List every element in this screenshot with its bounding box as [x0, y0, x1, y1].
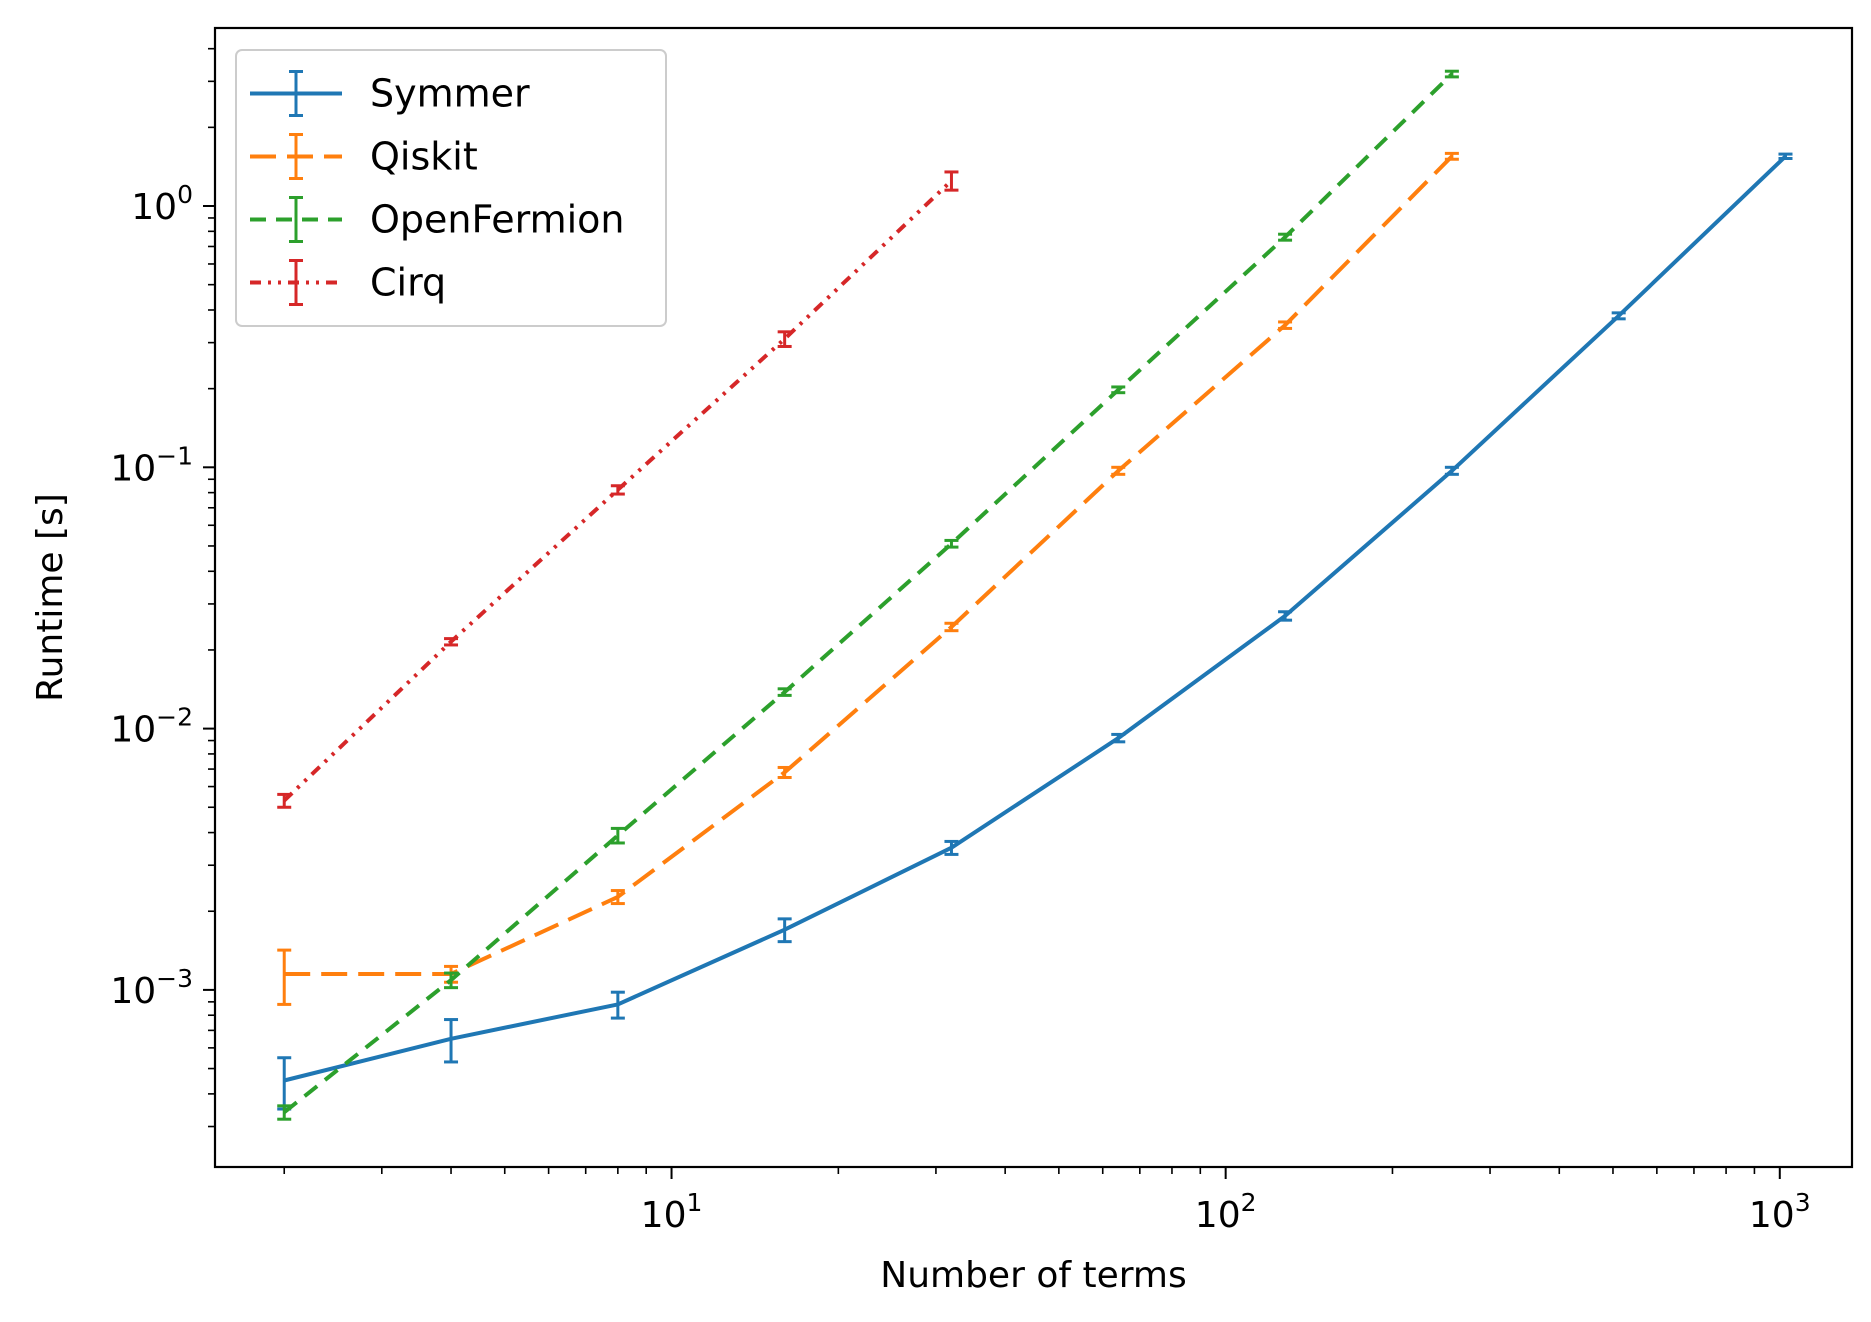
x-tick-exponent: 3 [1795, 1188, 1811, 1217]
legend-label-symmer: Symmer [370, 72, 530, 116]
error-bar-symmer [444, 1018, 459, 1064]
y-tick-label: 10−2 [110, 703, 193, 751]
x-tick-exponent: 2 [1241, 1188, 1257, 1217]
series-line-cirq [282, 179, 953, 803]
error-bar-cirq [610, 484, 625, 496]
y-tick-label: 10−3 [110, 964, 193, 1012]
legend-item-openfermion: OpenFermion [250, 196, 625, 243]
axes-frame [213, 26, 1854, 1169]
y-tick-base: 10 [110, 710, 156, 751]
x-tick-label: 102 [1195, 1188, 1257, 1236]
x-tick-base: 10 [1195, 1195, 1241, 1236]
legend: Symmer Qiskit OpenFermion Cirq [235, 49, 667, 327]
error-bar-symmer [1611, 311, 1626, 321]
x-axis: 101 102 103 [283, 1167, 1811, 1236]
y-tick-base: 10 [131, 187, 177, 228]
x-tick-label: 103 [1749, 1188, 1811, 1236]
error-bar-symmer [610, 990, 625, 1020]
error-bar-openfermion [610, 826, 625, 845]
error-bar-qiskit [610, 889, 625, 906]
series-cirq [277, 170, 959, 809]
y-tick-exponent: −2 [156, 703, 193, 732]
x-tick-exponent: 1 [686, 1188, 702, 1217]
legend-box [235, 49, 667, 327]
error-bar-cirq [944, 170, 959, 192]
series-line-symmer [283, 154, 1787, 1083]
y-tick-exponent: −3 [156, 964, 193, 993]
y-tick-base: 10 [110, 971, 156, 1012]
error-bar-symmer [777, 917, 792, 944]
error-bar-openfermion [1444, 69, 1459, 79]
y-tick-exponent: −1 [156, 441, 193, 470]
error-bar-openfermion [777, 687, 792, 697]
x-tick-base: 10 [641, 1195, 687, 1236]
y-tick-label: 10−1 [110, 441, 193, 489]
legend-label-openfermion: OpenFermion [370, 198, 625, 242]
error-bar-cirq [444, 637, 459, 647]
y-tick-label: 100 [131, 180, 193, 228]
error-bar-symmer [1111, 732, 1126, 744]
error-bar-qiskit [277, 948, 292, 1006]
series-line-openfermion [282, 72, 1454, 1114]
error-bar-qiskit [1111, 465, 1126, 476]
error-bar-symmer [944, 839, 959, 856]
series-layer [277, 69, 1793, 1121]
error-bar-symmer [1778, 152, 1793, 160]
error-bar-symmer [1278, 610, 1293, 622]
legend-item-cirq: Cirq [250, 259, 446, 306]
series-line-qiskit [284, 154, 1454, 976]
error-bar-cirq [277, 792, 292, 809]
y-tick-exponent: 0 [177, 180, 193, 209]
error-bar-openfermion [944, 538, 959, 549]
error-bar-openfermion [1111, 385, 1126, 395]
y-axis-label: Runtime [s] [30, 493, 71, 702]
series-symmer [277, 152, 1793, 1111]
error-bar-symmer [1444, 465, 1459, 476]
x-tick-base: 10 [1749, 1195, 1795, 1236]
x-axis-label: Number of terms [880, 1255, 1186, 1296]
legend-item-symmer: Symmer [250, 70, 530, 117]
x-tick-label: 101 [641, 1188, 703, 1236]
series-openfermion [277, 69, 1459, 1121]
error-bar-qiskit [777, 765, 792, 779]
legend-item-qiskit: Qiskit [250, 133, 478, 180]
error-bar-openfermion [444, 971, 459, 990]
error-bar-qiskit [1444, 151, 1459, 161]
error-bar-qiskit [1278, 320, 1293, 330]
error-bar-openfermion [1278, 232, 1293, 242]
legend-label-cirq: Cirq [370, 261, 446, 305]
legend-label-qiskit: Qiskit [370, 135, 478, 179]
error-bar-cirq [777, 330, 792, 348]
y-tick-base: 10 [110, 448, 156, 489]
error-bar-qiskit [944, 621, 959, 633]
error-bar-openfermion [277, 1104, 292, 1121]
